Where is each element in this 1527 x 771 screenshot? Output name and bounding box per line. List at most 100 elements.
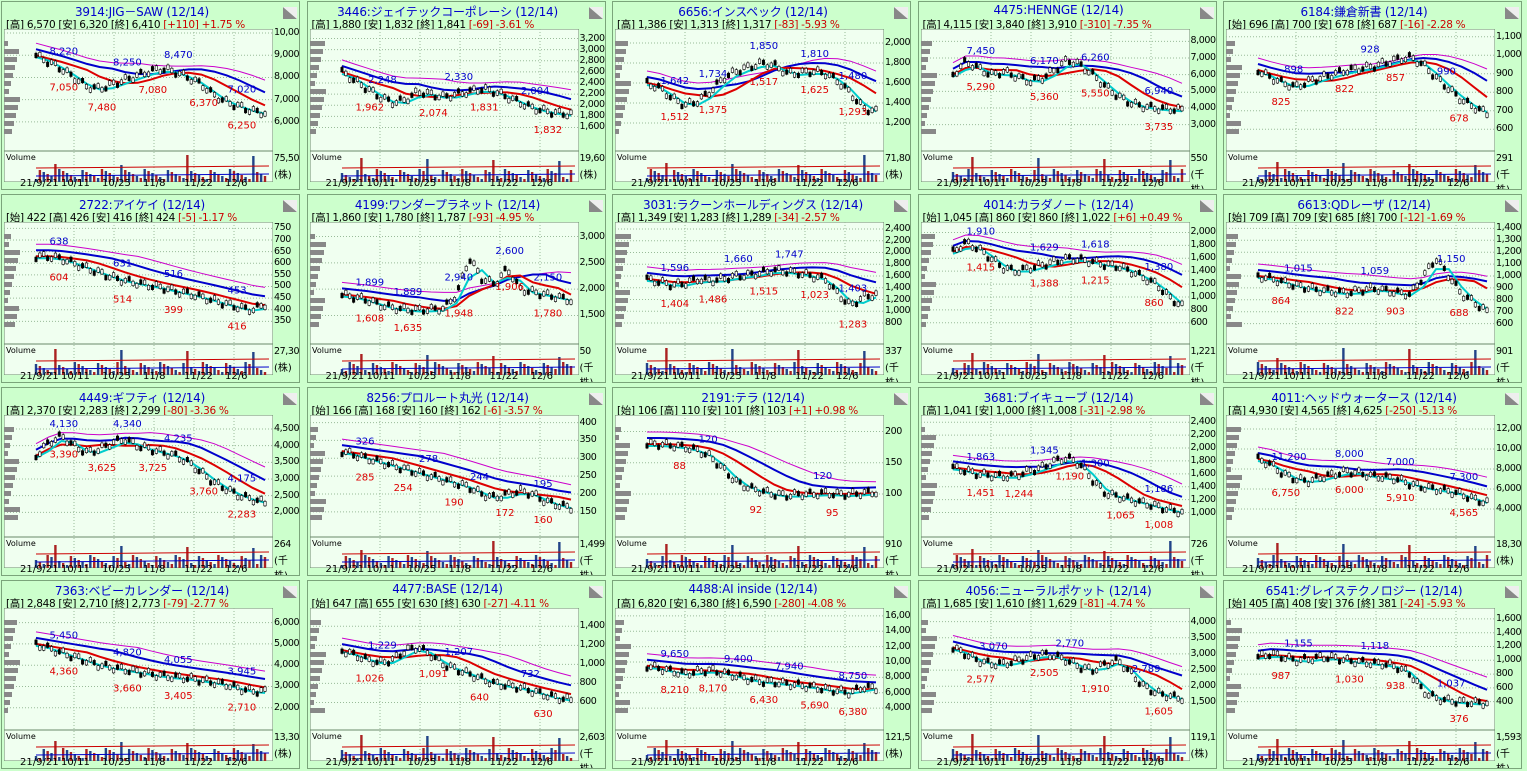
- stock-title[interactable]: 4475:HENNGE (12/14): [993, 3, 1124, 17]
- stock-chart-panel[interactable]: 4475:HENNGE (12/14) [高] 4,115 [安] 3,840 […: [917, 1, 1217, 190]
- stock-title[interactable]: 4477:BASE (12/14): [392, 582, 503, 596]
- stock-title[interactable]: 2191:テラ (12/14): [701, 391, 805, 405]
- x-date-label: 21/9/21: [936, 564, 976, 575]
- ohlc-values: [高] 1,685 [安] 1,610 [終] 1,629: [922, 598, 1080, 610]
- stock-chart-panel[interactable]: 4011:ヘッドウォータース (12/14) [高] 4,930 [安] 4,56…: [1223, 387, 1522, 576]
- expand-corner-icon[interactable]: [894, 583, 908, 598]
- stock-title[interactable]: 6541:グレイステクノロジー (12/14): [1265, 584, 1463, 598]
- ohlc-values: [高] 1,041 [安] 1,000 [終] 1,008: [922, 405, 1080, 417]
- expand-corner-icon[interactable]: [1199, 583, 1214, 598]
- expand-corner-icon[interactable]: [1199, 390, 1214, 405]
- stock-chart-panel[interactable]: 6656:インスペック (12/14) [高] 1,386 [安] 1,313 […: [612, 1, 911, 190]
- stock-chart-panel[interactable]: 2722:アイケイ (12/14) [始] 422 [高] 426 [安] 416…: [1, 194, 300, 383]
- volume-scale-label: 121,500: [885, 732, 911, 743]
- expand-corner-icon[interactable]: [1505, 583, 1519, 598]
- high-annotation: 6,940: [1144, 86, 1173, 97]
- x-date-label: 21/9/21: [325, 757, 365, 768]
- y-tick-label: 1,100: [1496, 30, 1522, 42]
- stock-chart-panel[interactable]: 3681:ブイキューブ (12/14) [高] 1,041 [安] 1,000 […: [917, 387, 1217, 576]
- expand-corner-icon[interactable]: [588, 390, 603, 405]
- stock-title[interactable]: 4449:ギフティ (12/14): [78, 391, 206, 405]
- stock-title[interactable]: 3031:ラクーンホールディングス (12/14): [643, 198, 863, 212]
- expand-corner-icon[interactable]: [283, 4, 297, 19]
- stock-chart-panel[interactable]: 3446:ジェイテックコーポレーシ (12/14) [高] 1,880 [安] 1…: [306, 1, 606, 190]
- high-annotation: 7,300: [1450, 472, 1479, 483]
- expand-corner-icon[interactable]: [588, 197, 603, 212]
- expand-corner-icon[interactable]: [894, 197, 908, 212]
- x-date-label: 10/11: [1283, 757, 1312, 768]
- y-tick-label: 150: [579, 505, 597, 517]
- y-tick-label: 800: [1190, 303, 1208, 315]
- x-date-label: 10/11: [366, 371, 396, 382]
- stock-chart-panel[interactable]: 6613:QDレーザ (12/14) [始] 709 [高] 709 [安] 68…: [1223, 194, 1522, 383]
- stock-chart-panel[interactable]: 4014:カラダノート (12/14) [始] 1,045 [高] 860 [安]…: [917, 194, 1217, 383]
- stock-title[interactable]: 4056:ニューラルポケット (12/14): [965, 584, 1152, 598]
- stock-title[interactable]: 6184:鎌倉新書 (12/14): [1300, 5, 1428, 19]
- y-tick-label: 2,500: [1190, 664, 1216, 676]
- stock-title[interactable]: 7363:ベビーカレンダー (12/14): [54, 584, 230, 598]
- stock-chart-panel[interactable]: 8256:プロルート丸光 (12/14) [始] 166 [高] 168 [安] …: [306, 387, 606, 576]
- low-annotation: 95: [826, 508, 839, 519]
- x-date-label: 10/25: [1018, 178, 1048, 189]
- expand-corner-icon[interactable]: [283, 390, 297, 405]
- expand-corner-icon[interactable]: [1199, 4, 1214, 19]
- x-date-label: 11/22: [795, 178, 824, 189]
- stock-title[interactable]: 8256:プロルート丸光 (12/14): [366, 391, 529, 405]
- high-annotation: 2,940: [444, 272, 473, 283]
- stock-title[interactable]: 4014:カラダノート (12/14): [983, 198, 1134, 212]
- price-summary: [高] 1,041 [安] 1,000 [終] 1,008 [-31] -2.9…: [923, 403, 1146, 418]
- low-annotation: 6,750: [1271, 488, 1300, 499]
- expand-corner-icon[interactable]: [1505, 197, 1519, 212]
- expand-corner-icon[interactable]: [894, 4, 908, 19]
- stock-chart-panel[interactable]: 4056:ニューラルポケット (12/14) [高] 1,685 [安] 1,61…: [917, 580, 1217, 769]
- y-tick-label: 8,000: [1190, 35, 1216, 47]
- stock-title[interactable]: 3914:JIG－SAW (12/14): [75, 5, 209, 19]
- x-date-label: 11/22: [489, 178, 519, 189]
- y-tick-label: 4,000: [885, 702, 911, 714]
- stock-chart-panel[interactable]: 4199:ワンダープラネット (12/14) [高] 1,860 [安] 1,78…: [306, 194, 606, 383]
- stock-chart-panel[interactable]: 6541:グレイステクノロジー (12/14) [始] 405 [高] 408 […: [1223, 580, 1522, 769]
- high-annotation: 1,660: [724, 254, 753, 265]
- expand-corner-icon[interactable]: [1505, 390, 1519, 405]
- stock-title[interactable]: 3681:ブイキューブ (12/14): [983, 391, 1134, 405]
- stock-chart-panel[interactable]: 3914:JIG－SAW (12/14) [高] 6,570 [安] 6,320 …: [1, 1, 300, 190]
- stock-chart-panel[interactable]: 4449:ギフティ (12/14) [高] 2,370 [安] 2,283 [終]…: [1, 387, 300, 576]
- volume-label: Volume: [312, 539, 342, 548]
- stock-chart-panel[interactable]: 4488:AI inside (12/14) [高] 6,820 [安] 6,38…: [612, 580, 911, 769]
- low-annotation: 2,710: [228, 703, 257, 714]
- price-summary: [高] 6,820 [安] 6,380 [終] 6,590 [-280] -4.…: [617, 596, 846, 611]
- stock-title[interactable]: 4199:ワンダープラネット (12/14): [354, 198, 541, 212]
- volume-label: Volume: [617, 732, 647, 741]
- expand-corner-icon[interactable]: [283, 197, 297, 212]
- high-annotation: 7,450: [966, 46, 995, 57]
- expand-corner-icon[interactable]: [588, 583, 603, 598]
- low-annotation: 3,405: [164, 691, 193, 702]
- high-annotation: 1,747: [775, 249, 804, 260]
- expand-corner-icon[interactable]: [1505, 4, 1519, 19]
- expand-corner-icon[interactable]: [894, 390, 908, 405]
- stock-title[interactable]: 6656:インスペック (12/14): [678, 5, 828, 19]
- x-date-label: 10/25: [102, 564, 131, 575]
- stock-chart-panel[interactable]: 6184:鎌倉新書 (12/14) [始] 696 [高] 700 [安] 678…: [1223, 1, 1522, 190]
- stock-chart-panel[interactable]: 2191:テラ (12/14) [始] 106 [高] 110 [安] 101 […: [612, 387, 911, 576]
- stock-title[interactable]: 3446:ジェイテックコーポレーシ (12/14): [337, 5, 558, 19]
- stock-chart-panel[interactable]: 3031:ラクーンホールディングス (12/14) [高] 1,349 [安] 1…: [612, 194, 911, 383]
- stock-chart-panel[interactable]: 4477:BASE (12/14) [始] 647 [高] 655 [安] 630…: [306, 580, 606, 769]
- x-date-label: 11/8: [143, 757, 166, 768]
- price-plot: Volume 1,642 1,734 1,850 1,810 1,480 1,512 1,37…: [615, 29, 884, 182]
- stock-title[interactable]: 6613:QDレーザ (12/14): [1297, 198, 1431, 212]
- expand-corner-icon[interactable]: [588, 4, 603, 19]
- price-change: [-16] -2.28 %: [1400, 19, 1466, 31]
- x-date-label: 11/8: [143, 178, 166, 189]
- x-date-label: 10/25: [102, 178, 131, 189]
- y-tick-label: 6,000: [1496, 483, 1522, 494]
- stock-title[interactable]: 4011:ヘッドウォータース (12/14): [1271, 391, 1457, 405]
- stock-title[interactable]: 2722:アイケイ (12/14): [78, 198, 206, 212]
- stock-chart-panel[interactable]: 7363:ベビーカレンダー (12/14) [高] 2,848 [安] 2,710…: [1, 580, 300, 769]
- stock-title[interactable]: 4488:AI inside (12/14): [688, 582, 818, 596]
- y-tick-label: 600: [1496, 123, 1513, 135]
- expand-corner-icon[interactable]: [283, 583, 297, 598]
- high-annotation: 928: [1361, 44, 1380, 55]
- expand-corner-icon[interactable]: [1199, 197, 1214, 212]
- y-tick-label: 8,000: [1496, 463, 1522, 474]
